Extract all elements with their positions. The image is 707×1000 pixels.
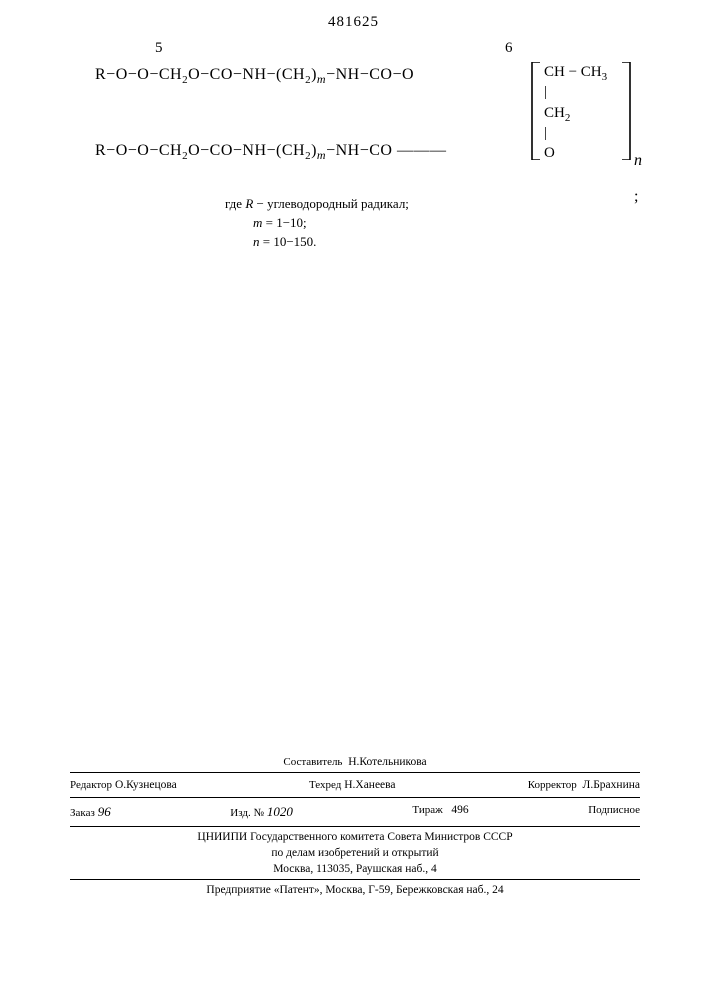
footer-divider-3 bbox=[70, 826, 640, 827]
where-block: где R − углеводородный радикал; m = 1−10… bbox=[225, 195, 409, 252]
where-line-3: n = 10−150. bbox=[225, 233, 409, 252]
where1-pre: где bbox=[225, 196, 245, 211]
footer-compiler-row: Составитель Н.Котельникова bbox=[70, 754, 640, 770]
f2-a: R−O−O−CH bbox=[95, 142, 182, 159]
footer-org3: Москва, 113035, Раушская наб., 4 bbox=[70, 861, 640, 877]
bracket-subscript-n: n; bbox=[634, 152, 642, 206]
corrector-name: Л.Брахнина bbox=[583, 779, 640, 791]
r4: | bbox=[544, 123, 607, 143]
f1-b: O−CO−NH−(CH bbox=[188, 66, 305, 83]
podpisnoe: Подписное bbox=[588, 804, 640, 820]
f1-a: R−O−O−CH bbox=[95, 66, 182, 83]
formula-line-2: R−O−O−CH2O−CO−NH−(CH2)m−NH−CO ——— bbox=[95, 142, 446, 160]
techred-name: Н.Ханеева bbox=[344, 779, 395, 791]
compiler-name: Н.Котельникова bbox=[348, 756, 426, 768]
bracket-left-icon bbox=[530, 62, 542, 160]
footer-divider-4 bbox=[70, 879, 640, 880]
compiler-label: Составитель bbox=[283, 756, 342, 768]
where-line-1: где R − углеводородный радикал; bbox=[225, 195, 409, 214]
r3-sub2: 2 bbox=[565, 112, 571, 124]
r1: CH − CH bbox=[544, 64, 602, 80]
footer-divider-1 bbox=[70, 772, 640, 773]
tirazh-label: Тираж bbox=[412, 804, 442, 816]
footer-org1: ЦНИИПИ Государственного комитета Совета … bbox=[70, 829, 640, 845]
formula-line-1: R−O−O−CH2O−CO−NH−(CH2)m−NH−CO−O bbox=[95, 66, 414, 84]
order-value: 96 bbox=[98, 804, 111, 819]
n-semi: ; bbox=[634, 188, 638, 205]
r3: CH bbox=[544, 105, 565, 121]
techred-label: Техред bbox=[309, 779, 341, 791]
footer-block: Составитель Н.Котельникова Редактор О.Ку… bbox=[70, 754, 640, 898]
footer-org2: по делам изобретений и открытий bbox=[70, 845, 640, 861]
f1-c: −NH−CO−O bbox=[326, 66, 414, 83]
formula-bracket-inner: CH − CH3 | CH2 | O bbox=[544, 62, 607, 163]
footer-order-row: Заказ 96 Изд. № 1020 Тираж 496 Подписное bbox=[70, 800, 640, 824]
f2-b: O−CO−NH−(CH bbox=[188, 142, 305, 159]
order-label: Заказ bbox=[70, 807, 95, 819]
where2-post: = 1−10; bbox=[262, 215, 306, 230]
bracket-right-icon bbox=[620, 62, 632, 160]
n-val: n bbox=[634, 152, 642, 169]
footer-divider-2 bbox=[70, 797, 640, 798]
f2-c: −NH−CO bbox=[326, 142, 392, 159]
editor-label: Редактор bbox=[70, 779, 112, 791]
corrector-label: Корректор bbox=[528, 779, 577, 791]
editor-name: О.Кузнецова bbox=[115, 779, 177, 791]
f2-subm: m bbox=[317, 148, 326, 162]
r1-sub3: 3 bbox=[602, 71, 608, 83]
footer-last: Предприятие «Патент», Москва, Г-59, Бере… bbox=[70, 882, 640, 898]
where2-var: m bbox=[253, 215, 262, 230]
izd-label: Изд. № bbox=[230, 807, 264, 819]
column-number-left: 5 bbox=[155, 40, 163, 57]
r2: | bbox=[544, 82, 607, 102]
r5: O bbox=[544, 143, 607, 163]
f1-subm: m bbox=[317, 72, 326, 86]
tirazh-value: 496 bbox=[451, 804, 468, 816]
where1-post: − углеводородный радикал; bbox=[253, 196, 409, 211]
where3-post: = 10−150. bbox=[260, 234, 317, 249]
column-number-right: 6 bbox=[505, 40, 513, 57]
izd-value: 1020 bbox=[267, 804, 293, 819]
doc-number: 481625 bbox=[0, 14, 707, 31]
footer-credits-row: Редактор О.Кузнецова Техред Н.Ханеева Ко… bbox=[70, 775, 640, 795]
where-line-2: m = 1−10; bbox=[225, 214, 409, 233]
